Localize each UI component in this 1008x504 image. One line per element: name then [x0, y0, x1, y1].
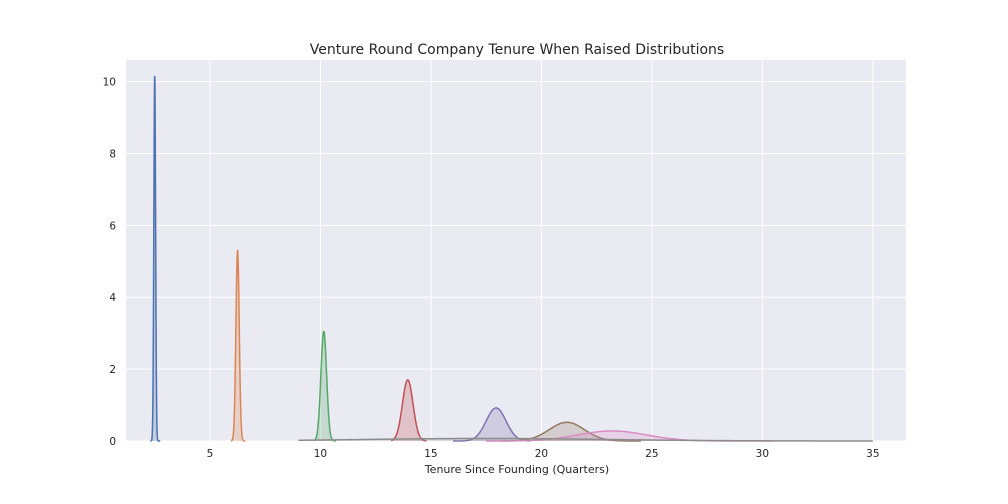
series-5-line	[453, 407, 531, 442]
series-4-area	[391, 379, 427, 441]
x-axis-label: Tenure Since Founding (Quarters)	[424, 463, 609, 476]
series-1-line	[150, 75, 161, 442]
x-tick-label: 30	[756, 448, 769, 460]
x-tick-label: 15	[424, 448, 437, 460]
x-tick-label: 35	[866, 448, 879, 460]
y-tick-label: 0	[109, 436, 116, 448]
series-4-line	[390, 379, 427, 442]
y-tick-label: 6	[109, 220, 116, 232]
series-6-area	[501, 422, 641, 441]
series-5-area	[453, 407, 531, 441]
y-tick-label: 2	[109, 364, 116, 376]
x-tick-label: 10	[314, 448, 327, 460]
series-8	[298, 437, 873, 442]
series-2	[230, 249, 246, 442]
y-tick-labels: 0 2 4 6 8 10	[103, 77, 117, 448]
x-tick-label: 25	[645, 448, 658, 460]
y-tick-label: 4	[109, 292, 116, 304]
series-8-line	[298, 437, 873, 442]
series-layer	[150, 75, 873, 442]
chart-title: Venture Round Company Tenure When Raised…	[310, 42, 724, 58]
x-tick-label: 5	[207, 448, 214, 460]
series-1	[150, 75, 161, 442]
series-4	[390, 379, 427, 442]
y-tick-label: 8	[109, 148, 116, 160]
series-2-area	[230, 250, 246, 441]
y-tick-label: 10	[103, 77, 116, 89]
x-tick-labels: 5 10 15 20 25 30 35	[207, 448, 880, 460]
x-tick-label: 20	[535, 448, 548, 460]
plot-area	[126, 60, 906, 441]
series-5	[453, 407, 531, 442]
grid-lines	[126, 60, 906, 442]
series-2-line	[230, 249, 246, 442]
